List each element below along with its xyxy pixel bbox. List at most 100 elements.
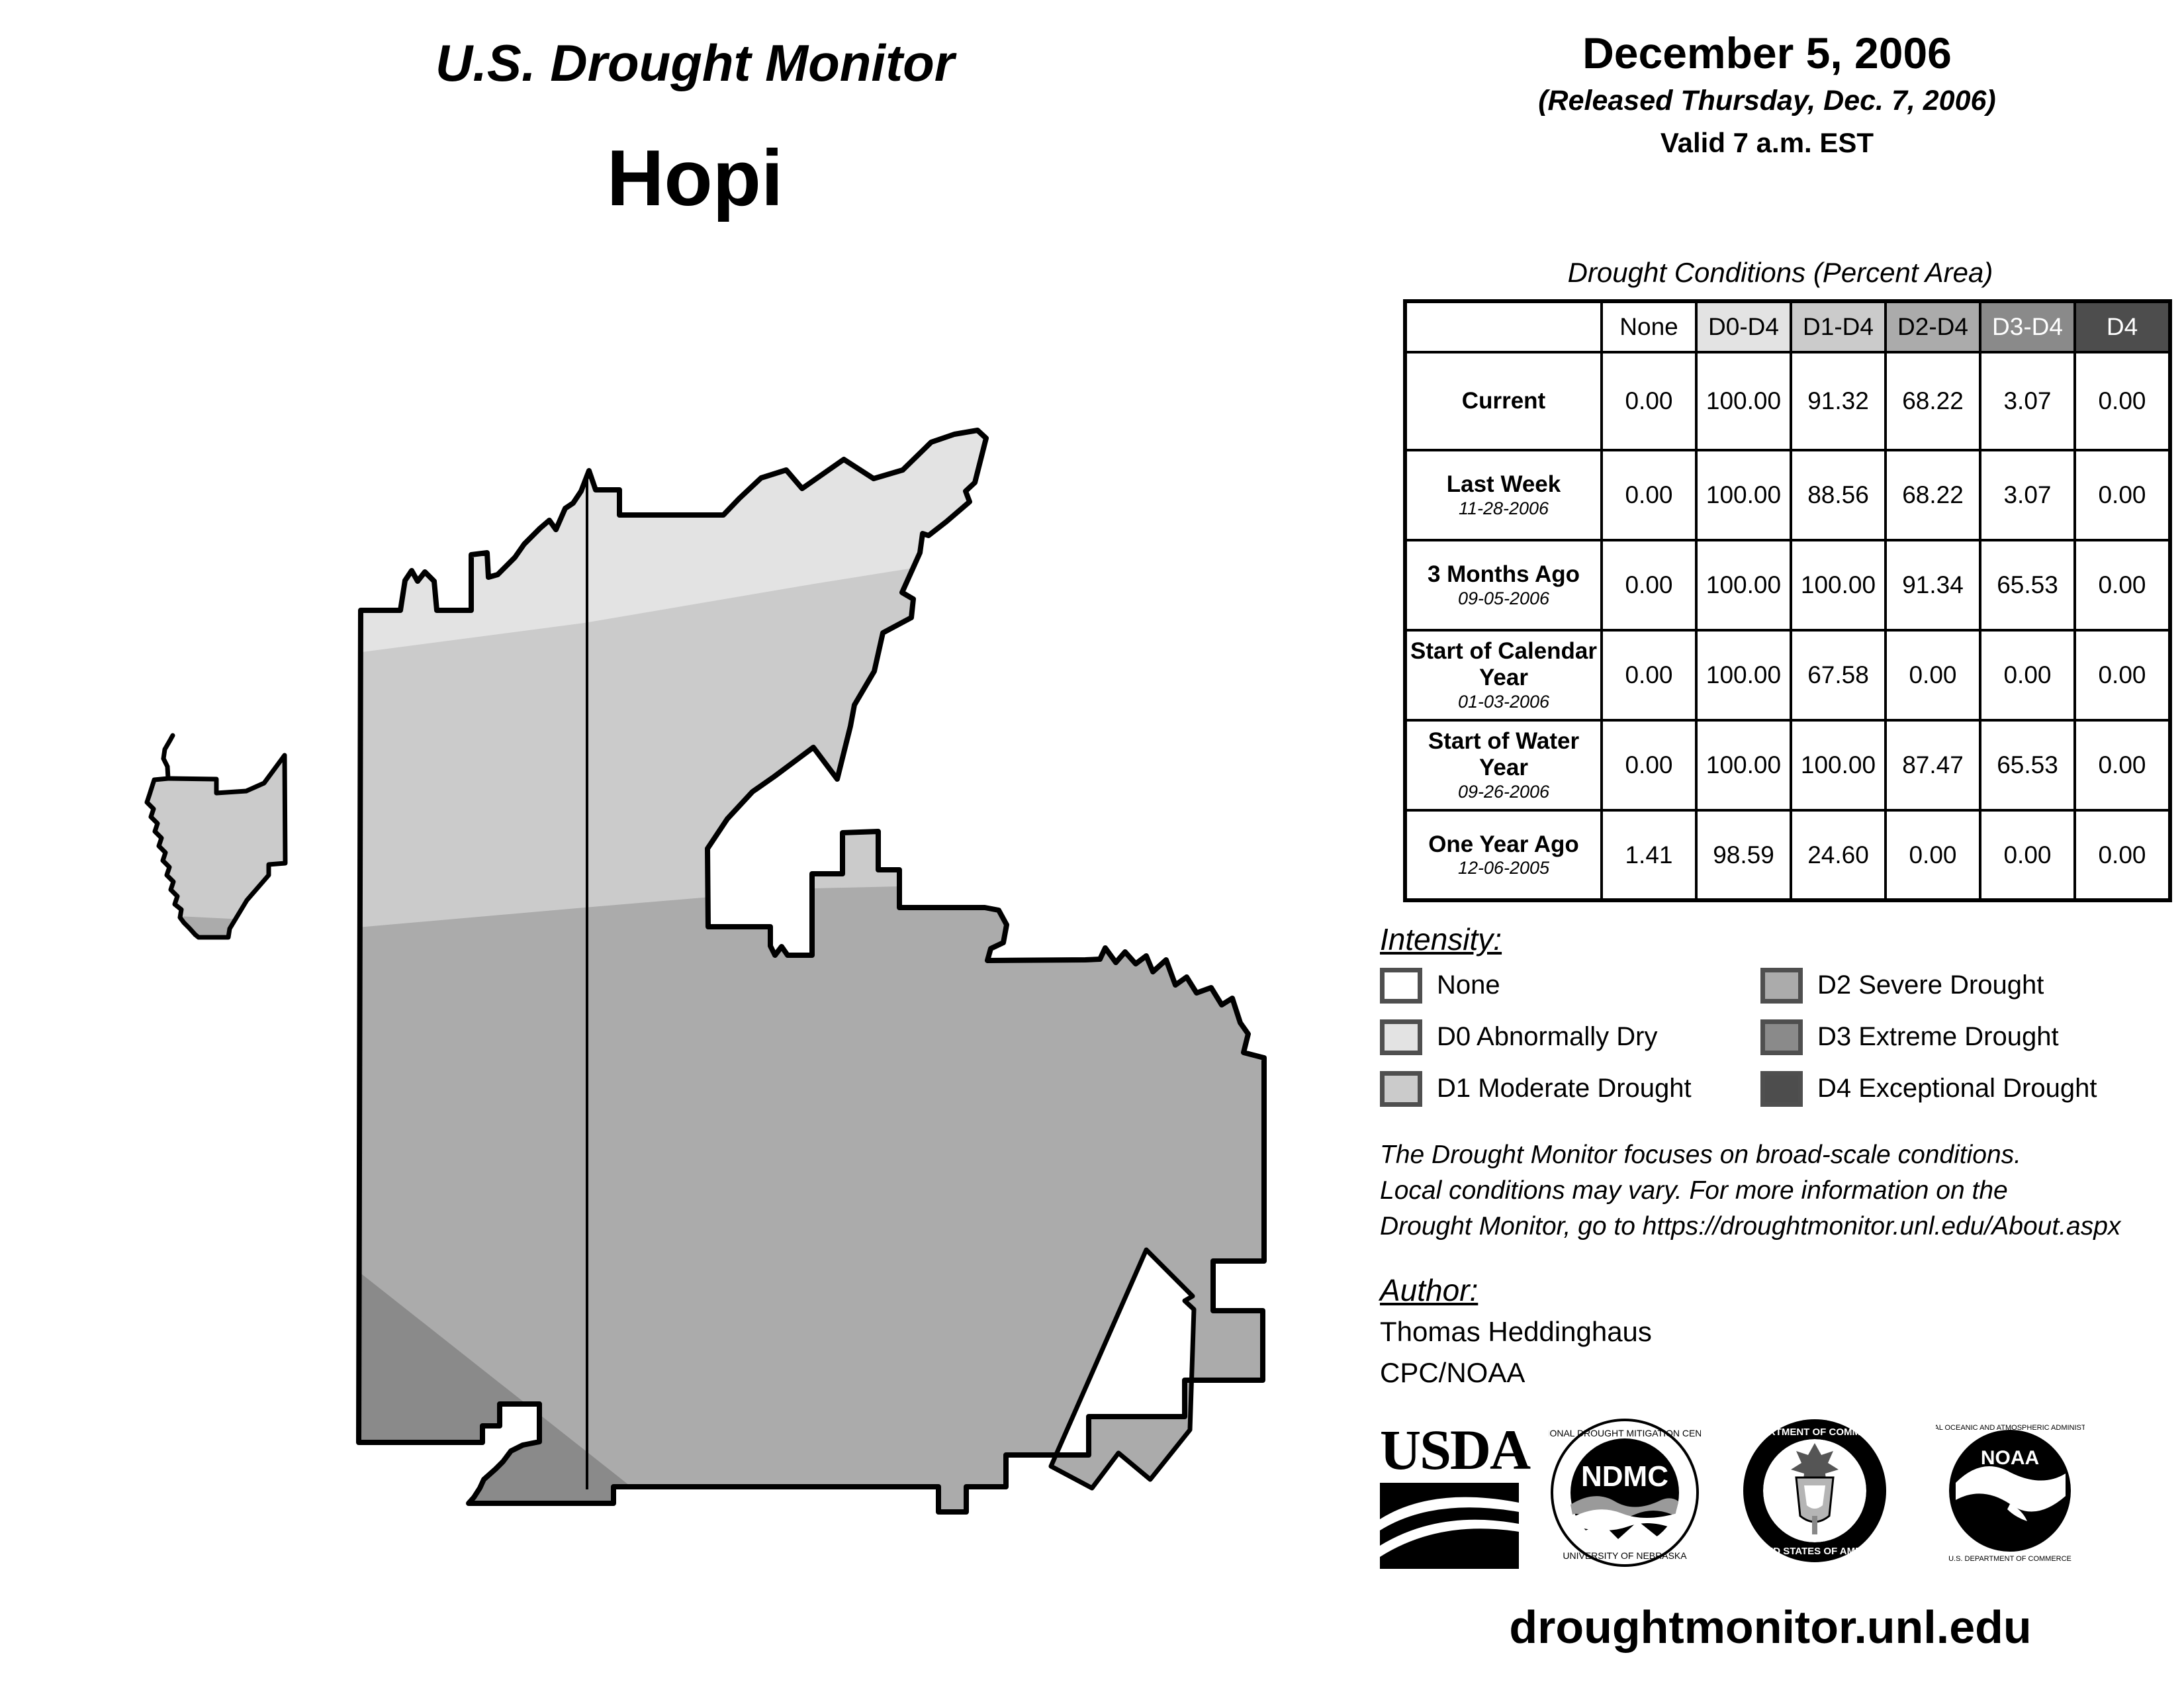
svg-text:NOAA: NOAA bbox=[1981, 1447, 2039, 1469]
legend-swatch-d4 bbox=[1760, 1071, 1803, 1107]
row-label: Current bbox=[1404, 351, 1603, 451]
table-cell: 0.00 bbox=[1979, 629, 2076, 722]
legend-label: D2 Severe Drought bbox=[1817, 970, 2044, 1000]
stream-tail-line bbox=[161, 733, 175, 781]
valid-time: Valid 7 a.m. EST bbox=[1660, 127, 1874, 158]
author-heading: Author: bbox=[1380, 1273, 1479, 1307]
legend-swatch-d1 bbox=[1380, 1071, 1422, 1107]
column-header-d2d4: D2-D4 bbox=[1884, 300, 1981, 353]
table-cell: 98.59 bbox=[1695, 809, 1792, 902]
table-cell: 0.00 bbox=[1600, 449, 1698, 541]
table-cell: 3.07 bbox=[1979, 449, 2076, 541]
column-header-d1d4: D1-D4 bbox=[1790, 300, 1887, 353]
table-cell: 0.00 bbox=[1600, 351, 1698, 451]
noaa-logo: NOAA NATIONAL OCEANIC AND ATMOSPHERIC AD… bbox=[1936, 1419, 2085, 1563]
footer-url: droughtmonitor.unl.edu bbox=[1509, 1601, 2032, 1653]
row-date: 01-03-2006 bbox=[1457, 691, 1550, 712]
column-header-d4: D4 bbox=[2073, 300, 2171, 353]
table-row: Start of Water Year 09-26-2006 0.00 100.… bbox=[1404, 719, 2171, 812]
table-cell: 100.00 bbox=[1695, 719, 1792, 812]
author-organization: CPC/NOAA bbox=[1380, 1357, 1525, 1388]
usda-logo: USDA bbox=[1380, 1417, 1531, 1569]
table-corner-cell bbox=[1405, 301, 1602, 352]
row-label-text: One Year Ago bbox=[1428, 831, 1579, 857]
table-cell: 91.32 bbox=[1790, 351, 1887, 451]
svg-text:UNIVERSITY OF NEBRASKA: UNIVERSITY OF NEBRASKA bbox=[1563, 1550, 1687, 1561]
table-row: Last Week 11-28-2006 0.00 100.00 88.56 6… bbox=[1404, 449, 2171, 541]
usda-logo-text: USDA bbox=[1380, 1418, 1531, 1481]
row-label: Start of Water Year 09-26-2006 bbox=[1404, 719, 1603, 812]
logo-row: USDA NDMC NATIONAL DROUGHT MITIGATION CE… bbox=[1380, 1417, 2161, 1575]
legend-label: D0 Abnormally Dry bbox=[1437, 1022, 1658, 1051]
table-cell: 0.00 bbox=[2073, 539, 2171, 632]
page-title: U.S. Drought Monitor bbox=[435, 34, 955, 92]
table-cell: 100.00 bbox=[1695, 539, 1792, 632]
table-cell: 88.56 bbox=[1790, 449, 1887, 541]
table-row: Current 0.00 100.00 91.32 68.22 3.07 0.0… bbox=[1404, 351, 2171, 451]
table-cell: 0.00 bbox=[1979, 809, 2076, 902]
row-date: 12-06-2005 bbox=[1457, 858, 1550, 878]
row-date: 09-05-2006 bbox=[1457, 588, 1550, 608]
table-title: Drought Conditions (Percent Area) bbox=[1567, 257, 1993, 288]
table-cell: 3.07 bbox=[1979, 351, 2076, 451]
table-cell: 0.00 bbox=[2073, 719, 2171, 812]
usda-swoosh-icon bbox=[1380, 1483, 1519, 1569]
region-title: Hopi bbox=[606, 134, 784, 222]
legend-label: D4 Exceptional Drought bbox=[1817, 1074, 2097, 1103]
disclaimer-line: Local conditions may vary. For more info… bbox=[1380, 1176, 2008, 1205]
table-cell: 24.60 bbox=[1790, 809, 1887, 902]
department-of-commerce-seal: DEPARTMENT OF COMMERCE UNITED STATES OF … bbox=[1741, 1419, 1888, 1562]
report-date: December 5, 2006 bbox=[1582, 28, 1952, 77]
table-cell: 100.00 bbox=[1790, 719, 1887, 812]
legend-swatch-d2 bbox=[1760, 968, 1803, 1004]
column-header-none: None bbox=[1600, 300, 1698, 353]
disclaimer-line: The Drought Monitor focuses on broad-sca… bbox=[1380, 1141, 2022, 1169]
row-label-text: Last Week bbox=[1446, 471, 1561, 498]
legend-swatch-d0 bbox=[1380, 1019, 1422, 1055]
table-cell: 100.00 bbox=[1695, 629, 1792, 722]
intensity-heading: Intensity: bbox=[1380, 922, 1502, 957]
drought-conditions-table: None D0-D4 D1-D4 D2-D4 D3-D4 D4 Current … bbox=[1403, 299, 2172, 902]
table-row: 3 Months Ago 09-05-2006 0.00 100.00 100.… bbox=[1404, 539, 2171, 632]
table-cell: 65.53 bbox=[1979, 539, 2076, 632]
table-cell: 100.00 bbox=[1790, 539, 1887, 632]
table-cell: 0.00 bbox=[1600, 629, 1698, 722]
disclaimer-line: Drought Monitor, go to https://droughtmo… bbox=[1380, 1211, 2121, 1241]
table-cell: 87.47 bbox=[1884, 719, 1981, 812]
author-name: Thomas Heddinghaus bbox=[1380, 1316, 1652, 1347]
table-cell: 0.00 bbox=[2073, 449, 2171, 541]
row-label-text: Start of Water Year bbox=[1428, 728, 1580, 781]
row-label: Start of Calendar Year 01-03-2006 bbox=[1404, 629, 1603, 722]
legend-swatch-none bbox=[1380, 968, 1422, 1004]
row-label-text: Start of Calendar Year bbox=[1410, 638, 1597, 691]
table-cell: 67.58 bbox=[1790, 629, 1887, 722]
row-date: 09-26-2006 bbox=[1457, 781, 1550, 802]
table-cell: 0.00 bbox=[1600, 539, 1698, 632]
row-label-text: Current bbox=[1461, 387, 1546, 414]
legend-swatch-d3 bbox=[1760, 1019, 1803, 1055]
table-row: One Year Ago 12-06-2005 1.41 98.59 24.60… bbox=[1404, 809, 2171, 902]
hopi-boundary bbox=[356, 428, 1267, 1515]
table-cell: 0.00 bbox=[2073, 809, 2171, 902]
table-cell: 0.00 bbox=[2073, 351, 2171, 451]
row-label: One Year Ago 12-06-2005 bbox=[1404, 809, 1603, 902]
table-cell: 65.53 bbox=[1979, 719, 2076, 812]
svg-text:UNITED STATES OF AMERICA: UNITED STATES OF AMERICA bbox=[1743, 1546, 1886, 1557]
legend-label: D3 Extreme Drought bbox=[1817, 1022, 2059, 1051]
disclaimer-text: The Drought Monitor focuses on broad-sca… bbox=[1380, 1137, 2181, 1244]
table-cell: 0.00 bbox=[1884, 809, 1981, 902]
legend-label: None bbox=[1437, 970, 1500, 1000]
table-cell: 0.00 bbox=[1600, 719, 1698, 812]
row-label-text: 3 Months Ago bbox=[1427, 561, 1580, 588]
enclave-hole-boundary bbox=[1048, 1247, 1197, 1491]
table-header-row: None D0-D4 D1-D4 D2-D4 D3-D4 D4 bbox=[1405, 300, 2171, 353]
svg-text:U.S. DEPARTMENT OF COMMERCE: U.S. DEPARTMENT OF COMMERCE bbox=[1948, 1555, 2071, 1563]
column-header-d3d4: D3-D4 bbox=[1979, 300, 2076, 353]
table-cell: 0.00 bbox=[2073, 629, 2171, 722]
row-date: 11-28-2006 bbox=[1458, 498, 1549, 518]
drought-map bbox=[60, 367, 1377, 1566]
table-cell: 91.34 bbox=[1884, 539, 1981, 632]
moenkopi-boundary bbox=[144, 753, 288, 940]
row-label: 3 Months Ago 09-05-2006 bbox=[1404, 539, 1603, 632]
column-header-d0d4: D0-D4 bbox=[1695, 300, 1792, 353]
